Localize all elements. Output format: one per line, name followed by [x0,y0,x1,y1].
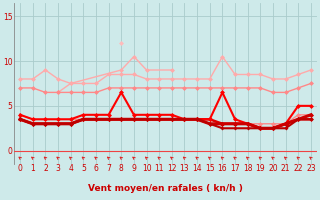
X-axis label: Vent moyen/en rafales ( kn/h ): Vent moyen/en rafales ( kn/h ) [88,184,243,193]
